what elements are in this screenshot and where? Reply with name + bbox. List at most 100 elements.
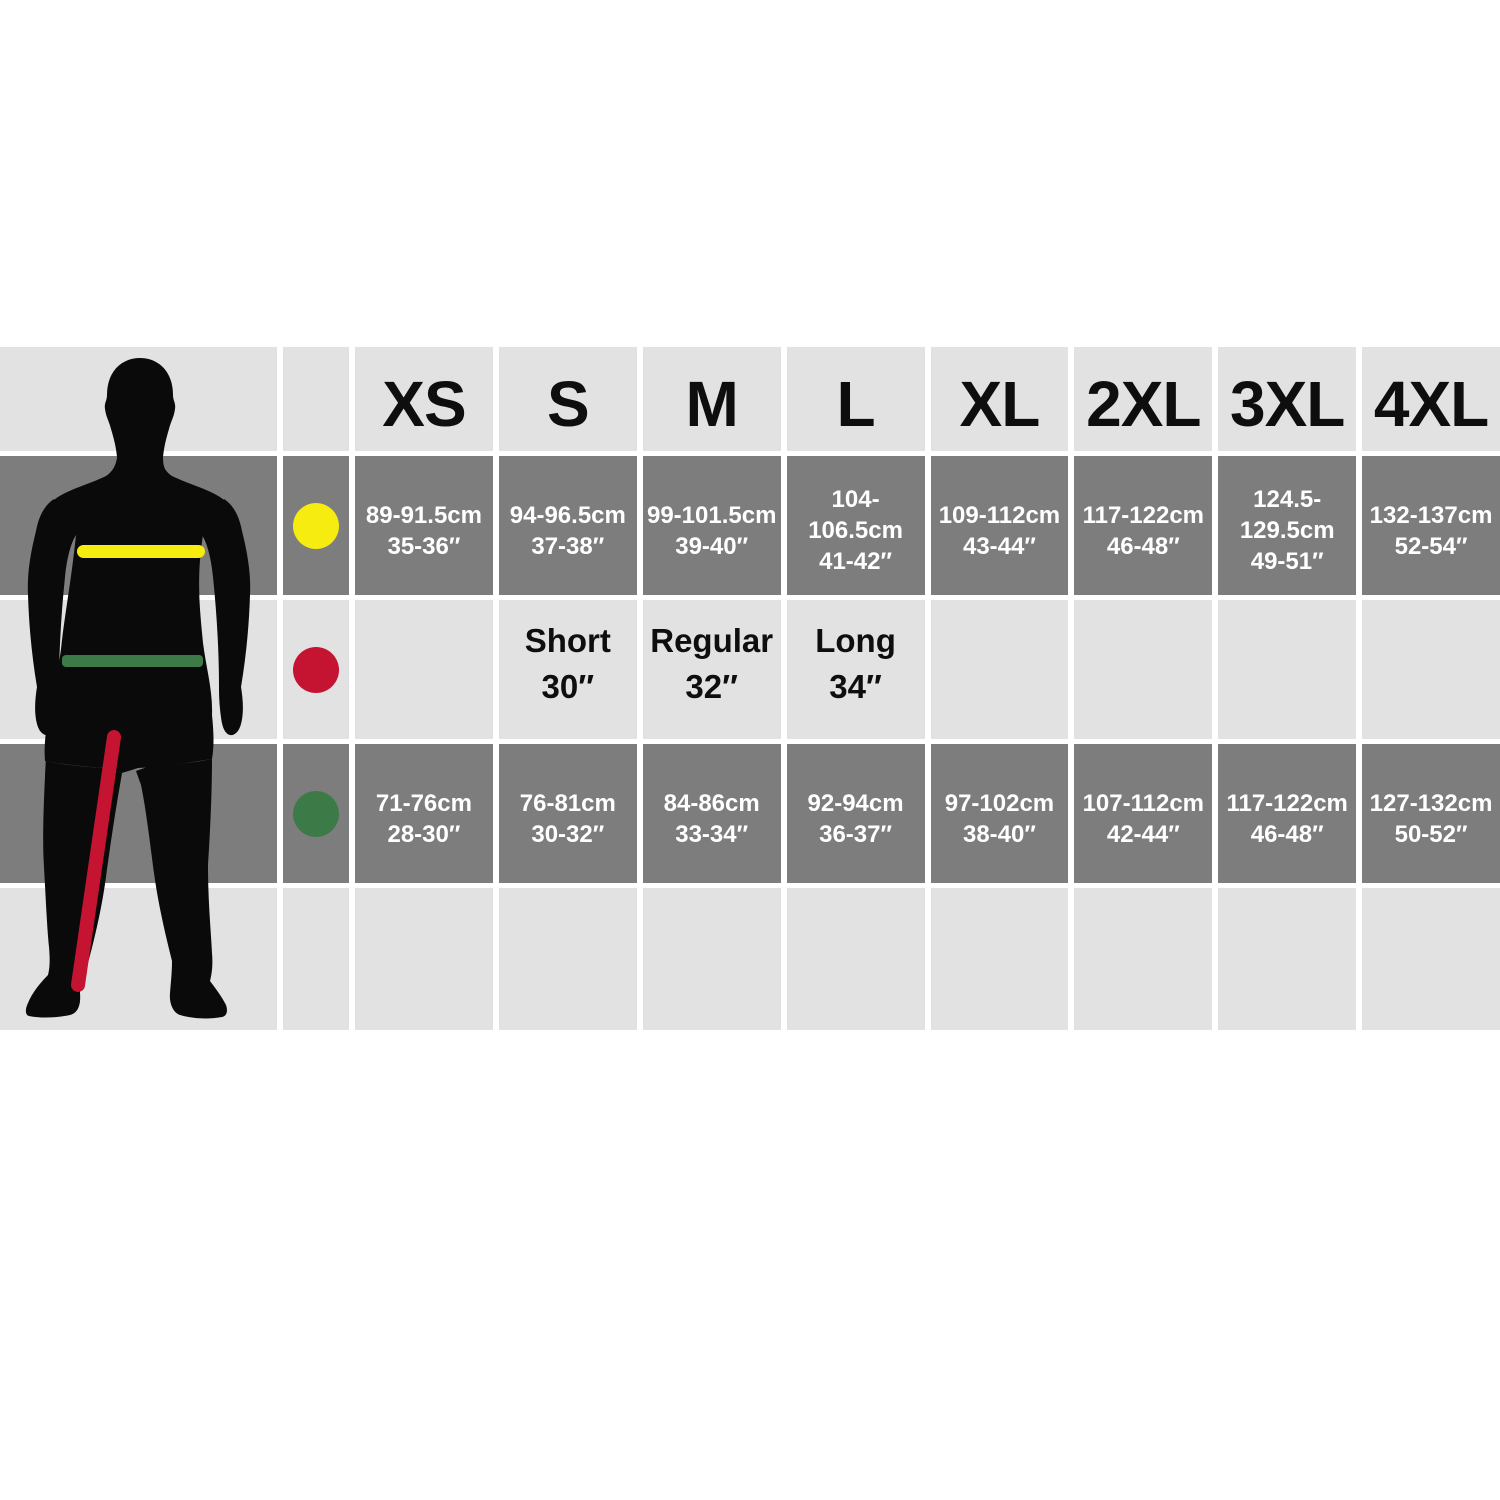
cell-text-line: Regular [650,621,774,659]
cell-text-line: 46-48″ [1250,820,1324,848]
cell-leg-length-m: Regular 32″ [642,600,781,739]
cell-text-line: 132-137cm [1369,501,1493,529]
column-header-label: 2XL [1086,368,1201,440]
figure-column-header [0,347,277,451]
cell-leg-length-l: Long 34″ [786,600,925,739]
column-header-label: 3XL [1230,368,1345,440]
column-header-label: L [836,368,876,440]
indicator-cell-waist [283,744,349,883]
cell-chest-s: 94-96.5cm 37-38″ [498,456,637,595]
cell-text-line: 39-40″ [675,532,749,560]
cell-text-line: 117-122cm [1082,501,1205,529]
cell-text-line: Short [524,621,611,659]
cell-leg-length-xl [930,600,1069,739]
cell-text-line: 92-94cm [807,789,904,817]
cell-chest-2xl: 117-122cm 46-48″ [1074,456,1213,595]
cell-bottom-spacer-l [786,888,925,1030]
cell-text-line: 94-96.5cm [509,501,626,529]
cell-waist-s: 76-81cm 30-32″ [498,744,637,883]
column-header-label: S [546,368,590,440]
cell-bottom-spacer-s [498,888,637,1030]
cell-chest-l: 104-106.5cm 41-42″ [786,456,925,595]
size-chart-grid: XS S M L XL 2XL 3XL 4XL 89-91.5cm 35-36″ 94-96.5cm… [0,347,1500,1030]
cell-text-line: 84-86cm [663,789,760,817]
indicator-column-header [283,347,349,451]
cell-waist-4xl: 127-132cm 50-52″ [1362,744,1500,883]
indicator-cell-leg-length [283,600,349,739]
cell-text-line: 104-106.5cm [808,486,903,544]
cell-text-line: 41-42″ [819,548,892,575]
column-header-2xl: 2XL [1074,347,1213,451]
cell-leg-length-xs [355,600,493,739]
cell-text-line: 52-54″ [1394,532,1468,560]
column-header-3xl: 3XL [1218,347,1357,451]
cell-leg-length-2xl [1074,600,1213,739]
cell-bottom-spacer-m [642,888,781,1030]
cell-text-line: 46-48″ [1106,532,1180,560]
cell-text-line: 37-38″ [531,532,605,560]
cell-bottom-spacer-4xl [1362,888,1500,1030]
cell-text-line: Long [815,621,896,659]
figure-column-cell-leg-length [0,600,277,739]
figure-column-cell-chest [0,456,277,595]
cell-leg-length-s: Short 30″ [498,600,637,739]
cell-text-line: 107-112cm [1082,789,1205,817]
indicator-cell-bottom-spacer [283,888,349,1030]
cell-text-line: 38-40″ [962,820,1036,848]
cell-text-line: 50-52″ [1394,820,1468,848]
column-header-label: M [685,368,739,440]
column-header-4xl: 4XL [1362,347,1500,451]
cell-text-line: 43-44″ [962,532,1036,560]
cell-text-line: 30-32″ [531,820,605,848]
cell-text-line: 33-34″ [675,820,749,848]
cell-text-line: 109-112cm [938,501,1061,529]
cell-text-line: 97-102cm [944,789,1055,817]
cell-waist-2xl: 107-112cm 42-44″ [1074,744,1213,883]
cell-chest-4xl: 132-137cm 52-54″ [1362,456,1500,595]
cell-text-line: 34″ [829,667,882,705]
column-header-label: XS [382,368,466,440]
cell-text-line: 71-76cm [375,789,472,817]
cell-waist-m: 84-86cm 33-34″ [642,744,781,883]
cell-bottom-spacer-2xl [1074,888,1213,1030]
cell-text-line: 36-37″ [819,820,892,848]
cell-text-line: 28-30″ [387,820,461,848]
figure-column-cell-waist [0,744,277,883]
cell-text-line: 99-101.5cm [646,501,777,529]
cell-text-line: 32″ [685,667,738,705]
cell-bottom-spacer-xs [355,888,493,1030]
cell-text-line: 89-91.5cm [365,501,482,529]
figure-column-cell-bottom-spacer [0,888,277,1030]
red-dot [293,646,339,693]
cell-bottom-spacer-3xl [1218,888,1357,1030]
cell-text-line: 35-36″ [387,532,461,560]
column-header-s: S [498,347,637,451]
cell-chest-xs: 89-91.5cm 35-36″ [355,456,493,595]
column-header-xs: XS [355,347,493,451]
cell-leg-length-4xl [1362,600,1500,739]
cell-text-line: 42-44″ [1106,820,1180,848]
cell-chest-3xl: 124.5-129.5cm 49-51″ [1218,456,1357,595]
column-header-label: XL [959,368,1041,440]
column-header-m: M [642,347,781,451]
column-header-xl: XL [930,347,1069,451]
cell-chest-xl: 109-112cm 43-44″ [930,456,1069,595]
green-dot [293,790,339,837]
cell-waist-l: 92-94cm 36-37″ [786,744,925,883]
cell-waist-xl: 97-102cm 38-40″ [930,744,1069,883]
column-header-l: L [786,347,925,451]
cell-text-line: 30″ [541,667,595,705]
cell-text-line: 124.5-129.5cm [1239,486,1335,544]
cell-text-line: 127-132cm [1369,789,1493,817]
cell-waist-xs: 71-76cm 28-30″ [355,744,493,883]
cell-leg-length-3xl [1218,600,1357,739]
column-header-label: 4XL [1373,368,1489,440]
cell-chest-m: 99-101.5cm 39-40″ [642,456,781,595]
yellow-dot [293,502,339,549]
cell-waist-3xl: 117-122cm 46-48″ [1218,744,1357,883]
indicator-cell-chest [283,456,349,595]
cell-text-line: 117-122cm [1226,789,1348,817]
cell-bottom-spacer-xl [930,888,1069,1030]
cell-text-line: 76-81cm [519,789,616,817]
